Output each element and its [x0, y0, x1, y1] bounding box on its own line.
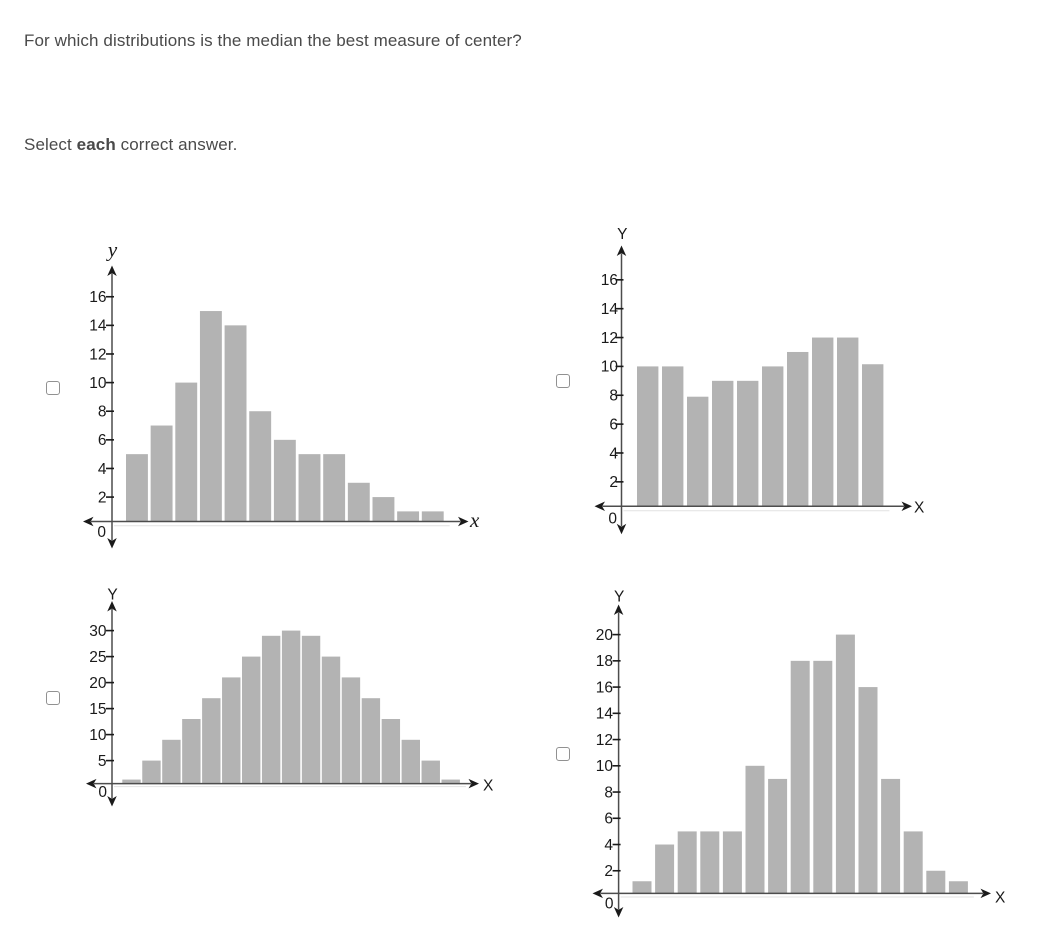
svg-text:Y: Y [614, 589, 624, 606]
svg-text:18: 18 [596, 653, 613, 670]
svg-text:X: X [914, 500, 925, 517]
svg-text:2: 2 [604, 863, 613, 880]
svg-text:4: 4 [609, 445, 618, 462]
svg-text:10: 10 [601, 359, 619, 376]
svg-text:4: 4 [604, 837, 613, 854]
svg-text:30: 30 [89, 623, 107, 640]
svg-text:12: 12 [601, 330, 618, 347]
svg-text:0: 0 [605, 896, 614, 913]
svg-text:2: 2 [98, 489, 107, 506]
svg-text:8: 8 [604, 784, 613, 801]
svg-text:16: 16 [89, 289, 106, 306]
svg-text:5: 5 [98, 753, 107, 770]
svg-text:16: 16 [596, 679, 613, 696]
svg-text:12: 12 [596, 732, 613, 749]
svg-text:16: 16 [601, 272, 618, 289]
svg-text:10: 10 [596, 758, 614, 775]
svg-text:14: 14 [596, 706, 614, 723]
svg-text:4: 4 [98, 461, 107, 478]
svg-text:6: 6 [98, 432, 107, 449]
svg-text:X: X [995, 890, 1006, 907]
svg-text:15: 15 [89, 701, 106, 718]
svg-text:12: 12 [89, 346, 106, 363]
svg-text:0: 0 [98, 784, 107, 801]
svg-text:10: 10 [89, 727, 107, 744]
svg-text:14: 14 [601, 301, 619, 318]
svg-text:8: 8 [98, 404, 107, 421]
svg-text:x: x [469, 508, 480, 532]
svg-text:10: 10 [89, 375, 107, 392]
svg-text:X: X [483, 778, 494, 795]
svg-text:8: 8 [609, 388, 618, 405]
svg-text:0: 0 [97, 524, 106, 541]
svg-text:14: 14 [89, 318, 107, 335]
svg-text:20: 20 [89, 675, 107, 692]
svg-text:6: 6 [604, 811, 613, 828]
svg-text:Y: Y [107, 587, 117, 604]
svg-text:25: 25 [89, 649, 106, 666]
svg-text:Y: Y [617, 226, 627, 243]
svg-text:20: 20 [596, 627, 614, 644]
svg-text:6: 6 [609, 416, 618, 433]
svg-text:0: 0 [608, 511, 617, 528]
svg-text:y: y [106, 238, 118, 262]
svg-text:2: 2 [609, 474, 618, 491]
